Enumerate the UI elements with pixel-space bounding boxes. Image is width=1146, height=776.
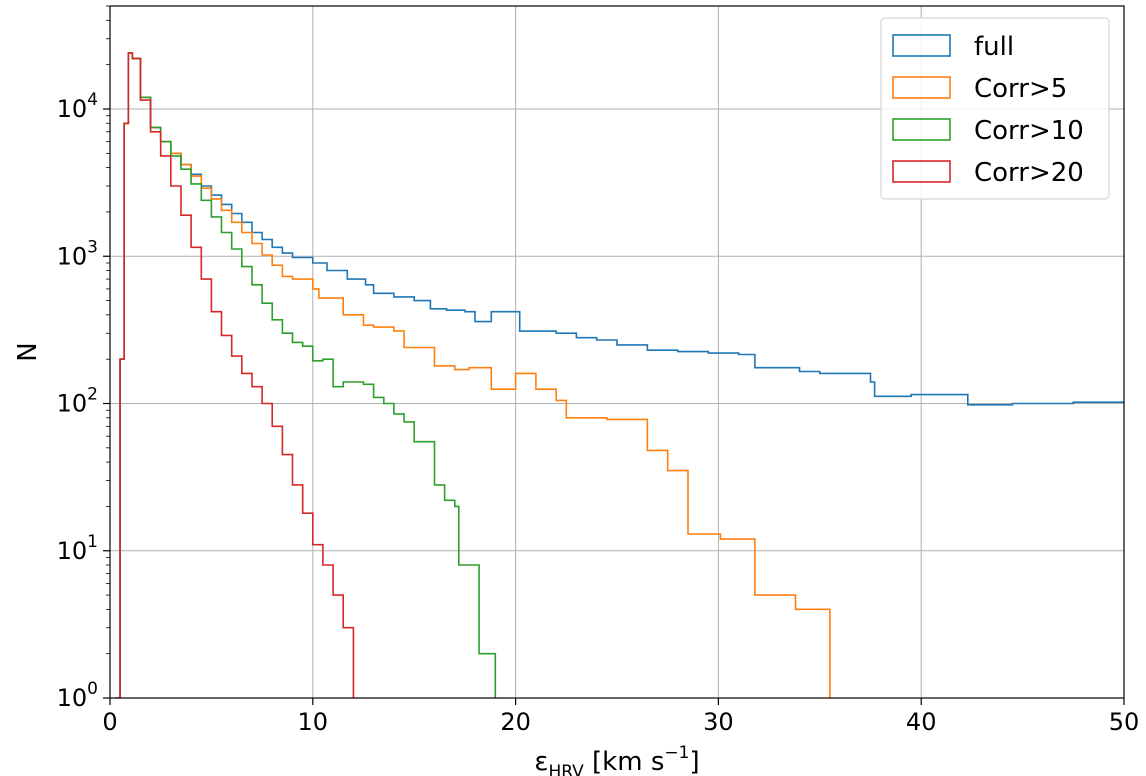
series-corr-10	[116, 52, 497, 698]
x-tick-label: 0	[102, 708, 117, 736]
y-tick-label: 101	[57, 532, 98, 565]
y-tick-label: 104	[57, 90, 98, 123]
series-corr-5	[116, 52, 831, 698]
legend-swatch	[892, 118, 951, 141]
legend-label: Corr>20	[974, 158, 1084, 188]
x-axis-label-epsilon: ε	[534, 747, 548, 776]
legend: full Corr>5 Corr>10 Corr>20	[880, 17, 1110, 200]
ticks	[103, 5, 1125, 705]
legend-swatch	[892, 76, 951, 99]
legend-label: full	[974, 32, 1014, 62]
y-axis-label: N	[13, 342, 43, 361]
x-tick-label: 50	[1109, 708, 1140, 736]
x-tick-label: 20	[500, 708, 531, 736]
x-tick-label: 40	[906, 708, 937, 736]
y-tick-label: 102	[57, 385, 98, 418]
series-layer	[116, 52, 1124, 698]
x-axis-label-units: [km s	[584, 747, 665, 776]
tick-labels: 0 10 20 30 40 50 100 101 102 103 104	[57, 90, 1140, 736]
y-tick-label: 103	[57, 237, 98, 270]
x-axis-label: εHRV [km s−1]	[534, 743, 699, 776]
x-tick-label: 30	[703, 708, 734, 736]
x-tick-label: 10	[298, 708, 329, 736]
legend-swatch	[892, 160, 951, 183]
x-axis-label-subscript: HRV	[548, 762, 584, 776]
x-axis-label-exp: −1	[664, 743, 689, 763]
x-axis-label-close: ]	[689, 747, 699, 776]
legend-swatch	[892, 34, 951, 57]
legend-label: Corr>5	[974, 74, 1067, 104]
plot-frame	[109, 5, 1125, 699]
legend-frame	[880, 17, 1110, 200]
legend-label: Corr>10	[974, 116, 1084, 146]
y-tick-label: 100	[57, 679, 98, 712]
series-corr-20	[116, 52, 355, 698]
